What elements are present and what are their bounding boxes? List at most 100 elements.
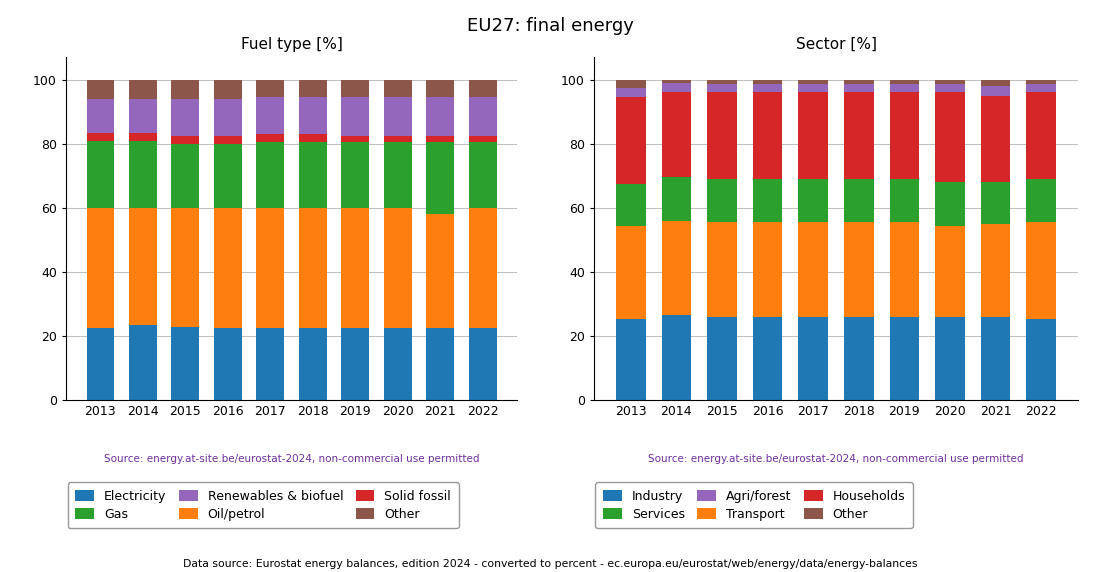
- Bar: [299, 134, 327, 142]
- Bar: [935, 225, 965, 317]
- Bar: [844, 317, 873, 400]
- Bar: [427, 142, 454, 214]
- Bar: [172, 99, 199, 136]
- Bar: [752, 85, 782, 93]
- Bar: [87, 80, 114, 99]
- Bar: [981, 86, 1011, 96]
- Bar: [1026, 179, 1056, 223]
- Bar: [469, 328, 496, 400]
- Bar: [752, 223, 782, 317]
- Bar: [752, 317, 782, 400]
- Bar: [661, 315, 691, 400]
- Bar: [172, 327, 199, 400]
- Bar: [981, 182, 1011, 224]
- Bar: [890, 223, 920, 317]
- Bar: [890, 85, 920, 93]
- Bar: [214, 99, 242, 136]
- Bar: [707, 179, 737, 223]
- Bar: [799, 179, 828, 223]
- Bar: [256, 142, 284, 208]
- Bar: [427, 214, 454, 328]
- Bar: [981, 96, 1011, 182]
- Bar: [129, 80, 156, 99]
- Bar: [1026, 85, 1056, 93]
- Title: Fuel type [%]: Fuel type [%]: [241, 37, 342, 52]
- Bar: [616, 225, 646, 319]
- Bar: [341, 136, 368, 142]
- Bar: [844, 85, 873, 93]
- Legend: Electricity, Gas, Renewables & biofuel, Oil/petrol, Solid fossil, Other: Electricity, Gas, Renewables & biofuel, …: [68, 482, 459, 528]
- Bar: [87, 133, 114, 141]
- Bar: [384, 208, 411, 328]
- Bar: [1026, 223, 1056, 319]
- Bar: [616, 319, 646, 400]
- Bar: [1026, 80, 1056, 85]
- Bar: [661, 80, 691, 83]
- Bar: [299, 97, 327, 134]
- Bar: [661, 83, 691, 93]
- Bar: [129, 99, 156, 133]
- Bar: [616, 97, 646, 184]
- Bar: [616, 80, 646, 88]
- Bar: [341, 328, 368, 400]
- Bar: [384, 80, 411, 97]
- Bar: [256, 134, 284, 142]
- Bar: [469, 136, 496, 142]
- Bar: [469, 80, 496, 97]
- Bar: [752, 179, 782, 223]
- Bar: [341, 80, 368, 97]
- Bar: [384, 142, 411, 208]
- Bar: [214, 208, 242, 328]
- Bar: [256, 80, 284, 97]
- Bar: [799, 223, 828, 317]
- Bar: [935, 93, 965, 182]
- Bar: [341, 208, 368, 328]
- Bar: [87, 141, 114, 208]
- Bar: [616, 88, 646, 97]
- Text: Data source: Eurostat energy balances, edition 2024 - converted to percent - ec.: Data source: Eurostat energy balances, e…: [183, 559, 917, 569]
- Bar: [427, 80, 454, 97]
- Bar: [981, 80, 1011, 86]
- Bar: [890, 317, 920, 400]
- Bar: [214, 144, 242, 208]
- Bar: [129, 133, 156, 141]
- Bar: [707, 223, 737, 317]
- Bar: [172, 136, 199, 144]
- Bar: [469, 97, 496, 136]
- Bar: [87, 208, 114, 328]
- Bar: [844, 93, 873, 179]
- Bar: [1026, 319, 1056, 400]
- Bar: [661, 177, 691, 221]
- Bar: [469, 208, 496, 328]
- Text: EU27: final energy: EU27: final energy: [466, 17, 634, 35]
- Bar: [129, 208, 156, 325]
- Bar: [707, 317, 737, 400]
- Bar: [661, 221, 691, 315]
- Text: Source: energy.at-site.be/eurostat-2024, non-commercial use permitted: Source: energy.at-site.be/eurostat-2024,…: [103, 454, 480, 463]
- Bar: [299, 80, 327, 97]
- Bar: [981, 224, 1011, 317]
- Bar: [890, 80, 920, 85]
- Bar: [752, 93, 782, 179]
- Bar: [87, 328, 114, 400]
- Bar: [427, 97, 454, 136]
- Bar: [427, 328, 454, 400]
- Bar: [172, 208, 199, 327]
- Bar: [1026, 93, 1056, 179]
- Bar: [256, 97, 284, 134]
- Bar: [341, 97, 368, 136]
- Bar: [214, 80, 242, 99]
- Bar: [661, 93, 691, 177]
- Bar: [844, 80, 873, 85]
- Bar: [616, 184, 646, 225]
- Bar: [299, 328, 327, 400]
- Bar: [935, 80, 965, 85]
- Bar: [890, 93, 920, 179]
- Bar: [214, 328, 242, 400]
- Bar: [129, 141, 156, 208]
- Bar: [172, 80, 199, 99]
- Bar: [890, 179, 920, 223]
- Bar: [935, 85, 965, 93]
- Bar: [844, 223, 873, 317]
- Bar: [935, 317, 965, 400]
